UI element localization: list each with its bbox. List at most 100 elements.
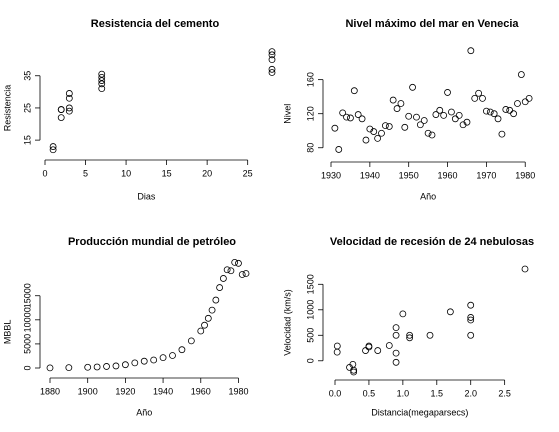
point (350, 87, 358, 95)
point (268, 48, 276, 56)
panel-title: Nivel máximo del mar en Venecia (345, 18, 519, 30)
x-tick-label: 2.0 (464, 388, 477, 398)
x-tick-label: 1.0 (397, 388, 410, 398)
point (392, 358, 400, 366)
x-tick-label: 2.5 (498, 388, 511, 398)
point (517, 71, 525, 78)
point (378, 129, 385, 137)
x-tick-label: 20 (202, 168, 212, 178)
point (333, 348, 341, 356)
point (365, 343, 373, 351)
point (370, 128, 378, 135)
x-tick-label: 25 (243, 168, 253, 178)
point (393, 105, 401, 112)
point (131, 359, 139, 367)
x-tick-label: 1930 (321, 170, 341, 180)
x-tick-label: 1980 (228, 386, 248, 396)
point (242, 270, 250, 277)
point (204, 314, 212, 322)
point (413, 113, 420, 121)
x-tick-label: 1940 (360, 170, 380, 180)
point (467, 314, 475, 321)
point (471, 94, 479, 102)
point (350, 368, 358, 376)
point (238, 271, 246, 278)
point (440, 111, 448, 119)
point (347, 114, 354, 122)
point (268, 65, 276, 73)
x-axis-label: Año (136, 407, 152, 417)
point (385, 342, 393, 349)
point (57, 106, 65, 113)
y-tick-label: 1500 (305, 274, 315, 294)
point (98, 80, 106, 88)
point (467, 301, 475, 309)
point (169, 352, 176, 359)
point (389, 96, 397, 104)
point (333, 342, 341, 350)
point (178, 346, 186, 354)
x-tick-label: 1920 (115, 386, 135, 396)
point (57, 114, 65, 121)
point (444, 89, 451, 96)
y-axis-label: Nivel (282, 104, 292, 124)
point (385, 123, 393, 130)
point (112, 362, 120, 370)
panel-title: Resistencia del cemento (91, 18, 220, 30)
point (187, 337, 195, 345)
x-tick-label: 1960 (438, 170, 458, 180)
x-tick-label: 1980 (515, 170, 535, 180)
y-axis-label: Velocidad (km/s) (282, 289, 292, 356)
point (331, 124, 339, 132)
x-tick-label: 1950 (399, 170, 419, 180)
point (401, 123, 409, 131)
point (98, 73, 106, 81)
point (521, 265, 529, 273)
point (498, 130, 506, 138)
point (399, 310, 407, 318)
point (392, 331, 400, 339)
x-tick-label: 1970 (476, 170, 496, 180)
x-tick-label: 10 (121, 168, 131, 178)
point (426, 331, 434, 339)
point (406, 331, 414, 339)
point (335, 146, 343, 153)
point (84, 363, 92, 371)
point (150, 356, 158, 364)
point (494, 115, 502, 123)
point (432, 111, 440, 118)
point (521, 98, 529, 106)
point (98, 85, 106, 93)
y-tick-label: 25 (22, 103, 32, 113)
point (98, 77, 106, 84)
point (463, 118, 471, 126)
point (159, 354, 167, 362)
point (409, 83, 416, 91)
x-tick-label: 15 (162, 168, 172, 178)
point (98, 70, 106, 78)
point (121, 361, 129, 369)
y-tick-label: 1000 (305, 300, 315, 320)
point (197, 327, 205, 335)
point (490, 110, 498, 118)
x-tick-label: 1.5 (431, 388, 444, 398)
point (65, 364, 73, 372)
point (216, 284, 224, 291)
x-tick-label: 1880 (40, 386, 60, 396)
y-tick-label: 35 (22, 71, 32, 81)
point (93, 363, 101, 371)
point (525, 94, 533, 102)
point (392, 324, 400, 332)
point (235, 259, 242, 267)
x-tick-label: 1960 (191, 386, 211, 396)
point (416, 121, 424, 129)
x-tick-label: 0.0 (329, 388, 342, 398)
x-tick-label: 0.5 (363, 388, 376, 398)
point (467, 47, 475, 55)
point (436, 106, 444, 114)
point (424, 129, 432, 137)
x-tick-label: 0 (42, 168, 47, 178)
point (223, 266, 231, 274)
point (482, 107, 490, 115)
